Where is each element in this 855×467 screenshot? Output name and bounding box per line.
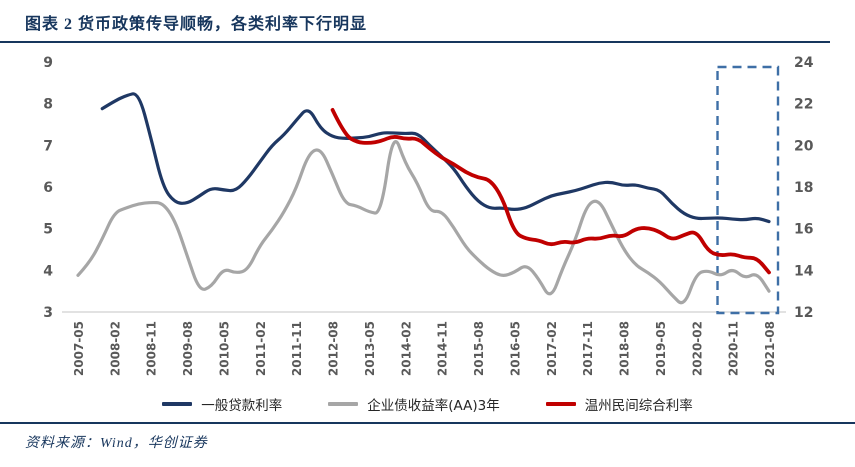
data-source-note: 资料来源：Wind，华创证券 [25, 436, 208, 451]
legend-item-general-loan-rate: 一般贷款利率 [162, 394, 282, 414]
x-axis-tick-label: 2020-02 [690, 321, 704, 376]
y-axis-labels: 9 8 7 6 5 4 3 24 22 20 18 16 14 12 [43, 55, 813, 321]
legend-item-corp-bond-yield: 企业债收益率(AA)3年 [328, 394, 500, 414]
footer-divider [0, 422, 855, 424]
x-axis-tick-label: 2019-05 [654, 321, 668, 376]
left-axis-tick-label: 3 [43, 305, 53, 321]
legend-label: 一般贷款利率 [201, 398, 283, 414]
highlight-box [716, 65, 780, 315]
x-axis-tick-label: 2017-11 [581, 321, 595, 376]
right-axis-tick-label: 16 [794, 222, 813, 238]
left-axis-tick-label: 8 [43, 97, 53, 113]
x-axis-tick-label: 2011-11 [290, 321, 304, 376]
left-axis-tick-label: 5 [43, 222, 53, 238]
x-axis-tick-label: 2020-11 [727, 321, 741, 376]
left-axis-tick-label: 6 [43, 180, 53, 196]
series-line-企业债收益率(AA)3年 [76, 140, 771, 305]
line-chart: 9 8 7 6 5 4 3 24 22 20 18 16 14 12 2007-05 2008-02 2008-… [0, 45, 855, 395]
x-axis-tick-label: 2013-05 [363, 321, 377, 376]
page-title: 图表 2 货币政策传导顺畅，各类利率下行明显 [25, 16, 368, 33]
x-axis-tick-label: 2014-02 [399, 321, 413, 376]
legend-label: 企业债收益率(AA)3年 [367, 398, 500, 414]
left-axis-tick-label: 7 [43, 138, 53, 154]
x-axis-tick-label: 2011-02 [254, 321, 268, 376]
series-line-一般贷款利率 [100, 92, 771, 224]
title-divider [0, 41, 830, 43]
right-axis-tick-label: 20 [794, 138, 814, 154]
x-axis-tick-label: 2012-08 [327, 321, 341, 376]
x-axis-tick-label: 2008-11 [145, 321, 159, 376]
chart-legend: 一般贷款利率 企业债收益率(AA)3年 温州民间综合利率 [0, 394, 855, 414]
left-axis-tick-label: 4 [43, 263, 53, 279]
x-axis-tick-label: 2007-05 [72, 321, 86, 376]
red-line-swatch [545, 402, 576, 406]
navy-line-swatch [162, 402, 193, 406]
right-axis-tick-label: 12 [794, 305, 813, 321]
right-axis-tick-label: 18 [794, 180, 813, 196]
right-axis-tick-label: 14 [794, 263, 814, 279]
chart-header: 图表 2 货币政策传导顺畅，各类利率下行明显 [25, 10, 845, 34]
gray-line-swatch [328, 402, 359, 406]
right-axis-tick-label: 22 [794, 97, 813, 113]
x-axis-tick-label: 2010-05 [217, 321, 231, 376]
x-axis-tick-label: 2018-08 [618, 321, 632, 376]
x-axis-tick-label: 2009-08 [181, 321, 195, 376]
left-axis-tick-label: 9 [43, 55, 53, 71]
x-axis-tick-label: 2016-05 [508, 321, 522, 376]
x-axis-tick-label: 2008-02 [108, 321, 122, 376]
series-line-温州民间综合利率 [330, 108, 771, 275]
chart-canvas: 9 8 7 6 5 4 3 24 22 20 18 16 14 12 2007-05 2008-02 2008-… [43, 55, 813, 376]
x-axis-tick-label: 2017-02 [545, 321, 559, 376]
x-axis-labels: 2007-05 2008-02 2008-11 2009-08 2010-05 2011-… [72, 321, 777, 376]
x-axis-tick-label: 2014-11 [436, 321, 450, 376]
legend-item-wenzhou-rate: 温州民间综合利率 [545, 394, 693, 414]
legend-label: 温州民间综合利率 [584, 398, 693, 414]
right-axis-tick-label: 24 [794, 55, 814, 71]
x-axis-tick-label: 2015-08 [472, 321, 486, 376]
x-axis-tick-label: 2021-08 [763, 321, 777, 376]
